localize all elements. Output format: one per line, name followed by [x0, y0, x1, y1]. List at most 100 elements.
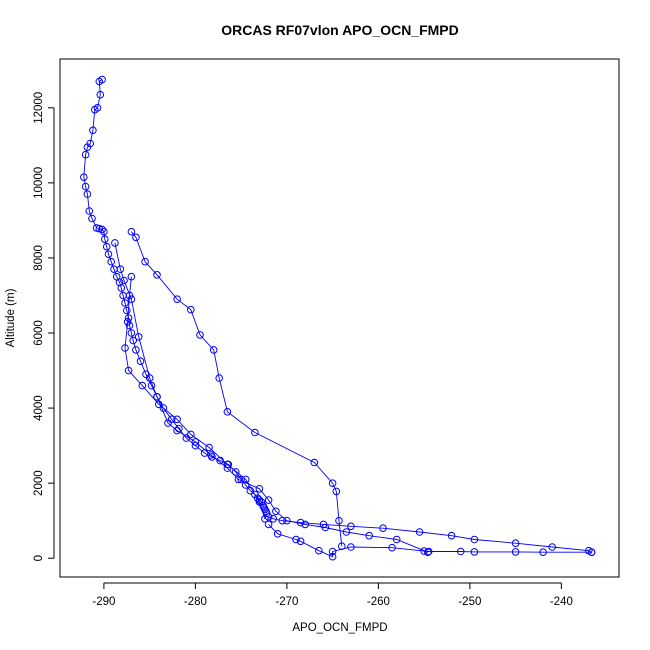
data-point — [338, 542, 346, 551]
data-point — [81, 150, 90, 159]
data-point — [100, 227, 108, 236]
series-line — [124, 276, 266, 519]
x-tick-label: -240 — [550, 596, 573, 608]
data-point — [173, 415, 181, 424]
data-point — [138, 381, 147, 390]
plot-frame — [59, 58, 620, 578]
data-point — [101, 235, 109, 243]
data-point — [470, 535, 479, 544]
x-axis-label: APO_OCN_FMPD — [292, 622, 387, 634]
data-point — [98, 225, 106, 234]
data-point — [264, 496, 273, 504]
y-tick-label: 6000 — [33, 320, 45, 346]
data-point — [301, 520, 310, 529]
x-tick-label: -290 — [92, 596, 115, 608]
series-line — [114, 242, 428, 553]
data-point — [209, 346, 218, 354]
x-tick-label: -270 — [275, 596, 298, 608]
x-axis: -290 -280 -270 -260 -250 -240 — [92, 582, 573, 608]
data-point — [420, 547, 428, 555]
series-segment-4 — [121, 272, 269, 523]
data-point — [278, 516, 287, 525]
data-point — [124, 366, 133, 375]
y-tick-label: 8000 — [33, 245, 45, 271]
data-point — [129, 336, 137, 345]
data-point — [196, 331, 204, 339]
data-point — [255, 498, 264, 506]
data-point — [85, 207, 94, 215]
data-point — [315, 546, 323, 555]
data-point — [273, 530, 282, 538]
data-point — [136, 357, 145, 366]
series-segment-5 — [127, 227, 346, 551]
data-point — [173, 295, 181, 304]
data-point — [292, 535, 300, 544]
data-point — [127, 295, 136, 304]
data-point — [332, 487, 341, 496]
data-point — [587, 548, 596, 557]
data-point — [88, 214, 96, 223]
data-point — [379, 524, 387, 533]
series-line — [268, 524, 592, 558]
data-point — [83, 143, 92, 151]
y-tick-label: 12000 — [33, 92, 45, 124]
data-point — [328, 547, 337, 556]
data-point — [456, 547, 465, 556]
data-point — [83, 190, 92, 198]
data-point — [116, 265, 125, 274]
data-point — [127, 329, 136, 337]
y-axis: 0 2000 4000 6000 8000 10000 12000 — [33, 92, 55, 561]
data-point — [141, 257, 149, 266]
data-point — [123, 306, 131, 315]
series-line — [268, 516, 592, 553]
data-point — [104, 250, 113, 258]
data-point — [328, 552, 337, 561]
data-point — [269, 515, 278, 523]
data-point — [283, 516, 291, 525]
data-point — [81, 182, 90, 191]
data-point — [173, 426, 181, 435]
data-point — [234, 475, 243, 484]
series-segment-6 — [111, 239, 432, 557]
data-point — [365, 531, 374, 540]
data-point — [125, 291, 134, 300]
data-point — [296, 537, 305, 546]
series-line — [131, 231, 343, 547]
data-point — [388, 543, 396, 552]
data-point — [347, 522, 355, 531]
data-point — [251, 490, 259, 499]
data-point — [447, 531, 456, 540]
data-point — [335, 516, 343, 525]
y-tick-label: 4000 — [33, 395, 45, 421]
data-series — [80, 75, 596, 561]
data-point — [342, 528, 351, 536]
x-tick-label: -260 — [367, 596, 390, 608]
data-point — [121, 299, 129, 307]
data-point — [132, 346, 140, 354]
data-point — [117, 284, 126, 292]
data-point — [102, 242, 111, 251]
chart-title: ORCAS RF07vlon APO_OCN_FMPD — [221, 22, 459, 38]
data-point — [191, 438, 200, 446]
data-point — [127, 227, 136, 236]
data-point — [415, 528, 424, 536]
data-point — [111, 239, 119, 247]
data-point — [207, 451, 215, 459]
y-tick-label: 0 — [33, 555, 45, 561]
data-point — [231, 468, 240, 476]
data-point — [120, 276, 128, 285]
data-point — [153, 393, 161, 401]
data-point — [215, 374, 223, 382]
data-point — [121, 344, 129, 352]
data-point — [310, 458, 319, 467]
data-point — [125, 321, 134, 330]
data-point — [134, 333, 143, 341]
data-point — [187, 305, 195, 314]
data-point — [347, 543, 355, 551]
data-point — [89, 126, 97, 135]
data-point — [539, 548, 547, 557]
data-point — [107, 257, 115, 266]
data-point — [470, 548, 479, 556]
data-point — [223, 408, 232, 416]
